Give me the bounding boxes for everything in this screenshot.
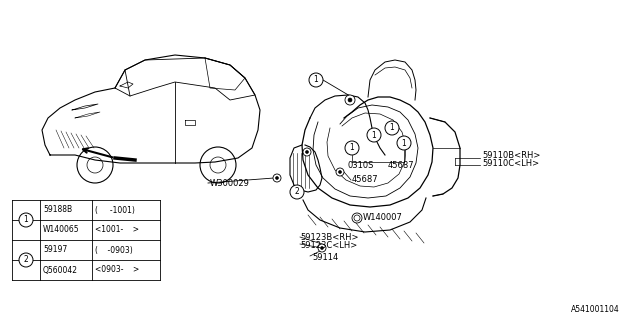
Circle shape bbox=[352, 213, 362, 223]
Text: A541001104: A541001104 bbox=[572, 306, 620, 315]
Text: 59123C<LH>: 59123C<LH> bbox=[300, 241, 357, 250]
Text: 59197: 59197 bbox=[43, 245, 67, 254]
Circle shape bbox=[290, 185, 304, 199]
Text: (    -0903): ( -0903) bbox=[95, 245, 132, 254]
Circle shape bbox=[348, 98, 352, 102]
Circle shape bbox=[292, 187, 302, 197]
Text: 1: 1 bbox=[24, 215, 28, 225]
Text: 59110C<LH>: 59110C<LH> bbox=[482, 158, 539, 167]
Circle shape bbox=[336, 168, 344, 176]
Text: <1001-    >: <1001- > bbox=[95, 226, 139, 235]
Text: W300029: W300029 bbox=[210, 179, 250, 188]
Text: W140065: W140065 bbox=[43, 226, 79, 235]
Circle shape bbox=[388, 124, 396, 132]
Circle shape bbox=[19, 213, 33, 227]
Text: 1: 1 bbox=[314, 76, 318, 84]
Text: (     -1001): ( -1001) bbox=[95, 205, 135, 214]
Circle shape bbox=[351, 147, 353, 149]
Circle shape bbox=[19, 253, 33, 267]
Text: Q560042: Q560042 bbox=[43, 266, 78, 275]
Text: 59123B<RH>: 59123B<RH> bbox=[300, 234, 358, 243]
Text: W140007: W140007 bbox=[363, 213, 403, 222]
Circle shape bbox=[390, 126, 394, 130]
Text: 1: 1 bbox=[372, 131, 376, 140]
Circle shape bbox=[348, 144, 356, 152]
Circle shape bbox=[372, 133, 376, 137]
Circle shape bbox=[318, 244, 326, 252]
Text: <0903-    >: <0903- > bbox=[95, 266, 140, 275]
Circle shape bbox=[339, 171, 342, 173]
Text: 2: 2 bbox=[24, 255, 28, 265]
Circle shape bbox=[403, 141, 406, 145]
Text: 2: 2 bbox=[294, 188, 300, 196]
Circle shape bbox=[303, 148, 311, 156]
Text: 0310S: 0310S bbox=[347, 161, 373, 170]
Text: 59188B: 59188B bbox=[43, 205, 72, 214]
Circle shape bbox=[295, 190, 299, 194]
Text: 1: 1 bbox=[390, 124, 394, 132]
Circle shape bbox=[309, 73, 323, 87]
Text: 45687: 45687 bbox=[388, 161, 415, 170]
Circle shape bbox=[400, 139, 408, 147]
Circle shape bbox=[385, 121, 399, 135]
Circle shape bbox=[370, 131, 378, 139]
Circle shape bbox=[275, 177, 278, 180]
Text: 45687: 45687 bbox=[352, 175, 379, 185]
Circle shape bbox=[367, 128, 381, 142]
Circle shape bbox=[345, 95, 355, 105]
Text: 1: 1 bbox=[402, 139, 406, 148]
Circle shape bbox=[354, 215, 360, 221]
Circle shape bbox=[345, 141, 359, 155]
Text: 59114: 59114 bbox=[312, 253, 339, 262]
Text: 1: 1 bbox=[349, 143, 355, 153]
Circle shape bbox=[273, 174, 281, 182]
Circle shape bbox=[321, 246, 323, 250]
Circle shape bbox=[397, 136, 411, 150]
Text: 59110B<RH>: 59110B<RH> bbox=[482, 150, 540, 159]
Circle shape bbox=[305, 150, 308, 154]
